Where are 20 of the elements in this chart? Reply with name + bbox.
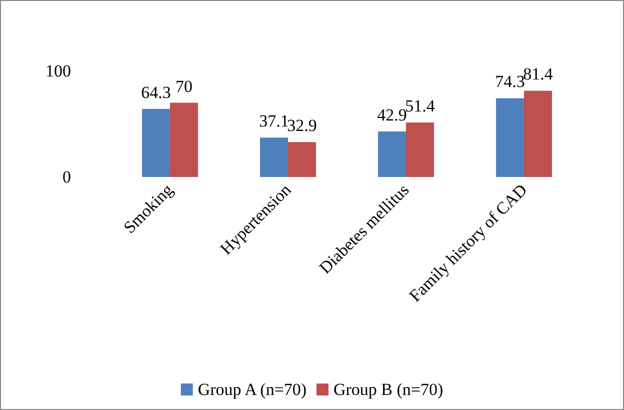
y-tick-label: 0: [62, 168, 71, 186]
data-label: 81.4: [523, 64, 554, 84]
bar: [288, 142, 316, 177]
y-tick-label: 100: [46, 62, 71, 80]
legend-label: Group A (n=70): [198, 380, 307, 399]
data-label: 70: [176, 76, 192, 96]
bar: [496, 98, 524, 177]
legend-label: Group B (n=70): [333, 380, 444, 399]
bar: [378, 132, 406, 177]
data-label: 32.9: [287, 116, 317, 136]
bar: [524, 90, 552, 177]
bar: [170, 102, 198, 177]
data-label: 74.3: [495, 72, 525, 92]
data-label: 64.3: [141, 82, 171, 102]
bar: [406, 122, 434, 177]
bar: [260, 138, 288, 177]
bar: [142, 108, 170, 177]
data-label: 51.4: [405, 96, 436, 116]
data-label: 42.9: [377, 106, 407, 125]
data-label: 37.1: [259, 112, 289, 131]
